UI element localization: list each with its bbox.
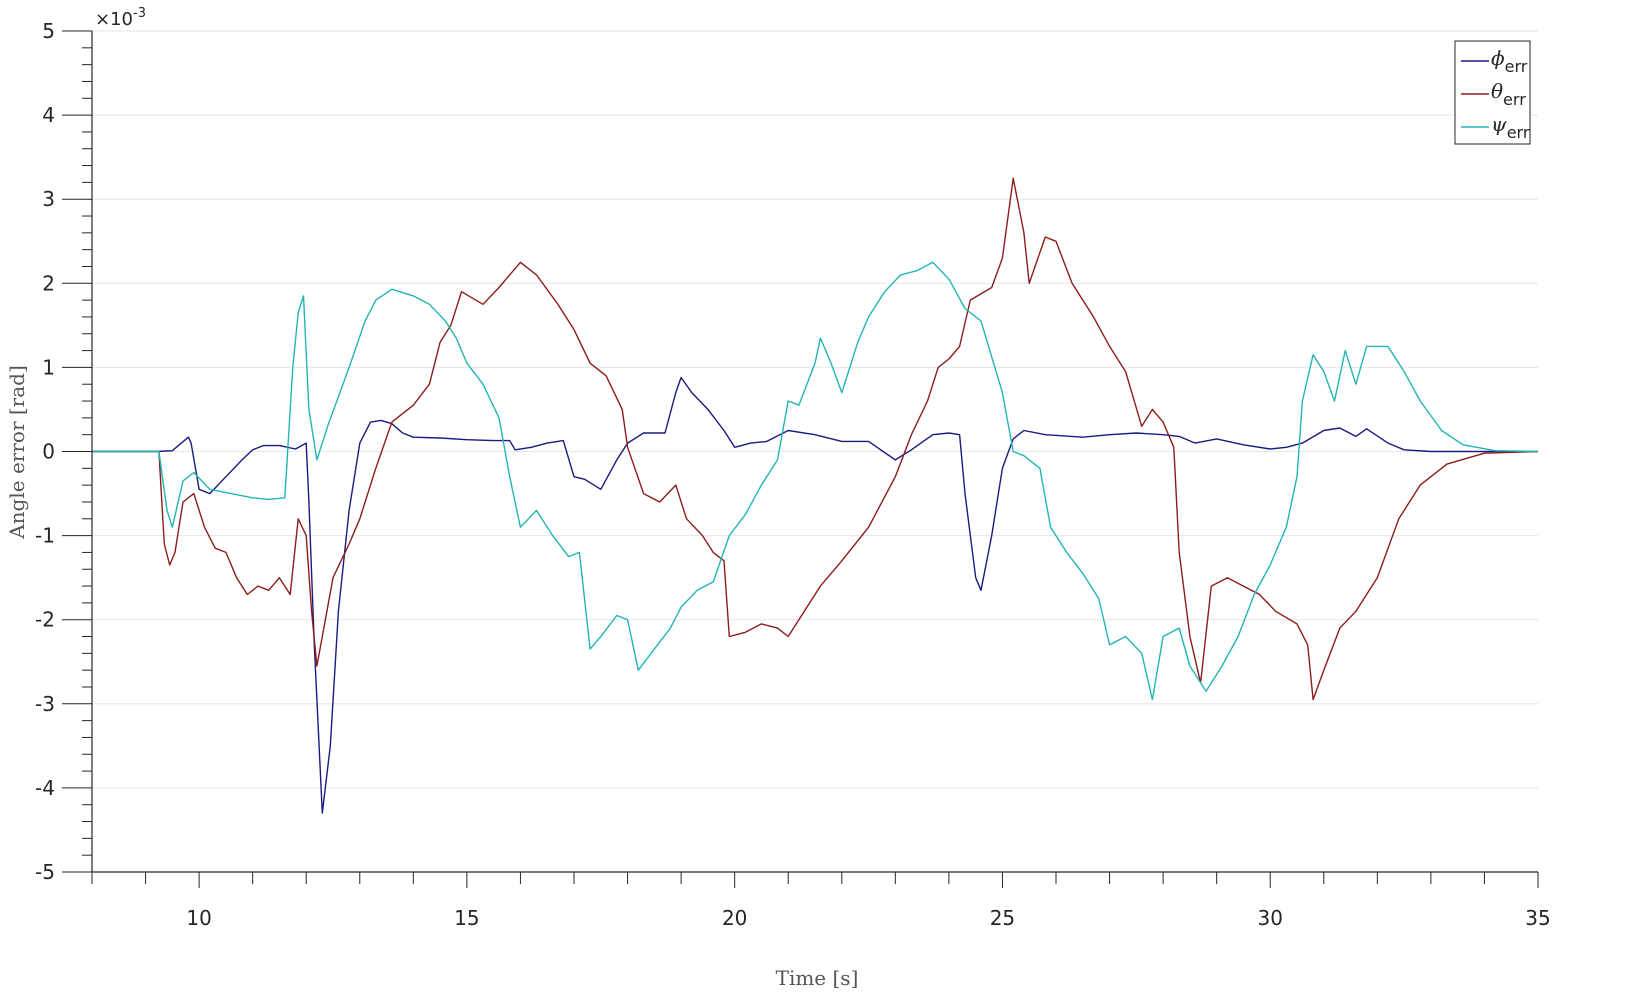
y-exponent-label: ×10-3 <box>95 6 146 30</box>
gridlines <box>92 30 1538 873</box>
x-axis-label: Time [s] <box>776 966 859 990</box>
series-line-3 <box>92 261 1539 701</box>
y-tick-label: 3 <box>42 187 55 211</box>
y-tick-label: 1 <box>42 355 55 379</box>
y-tick-label: -4 <box>35 776 55 800</box>
x-tick-label: 10 <box>186 906 211 930</box>
y-tick-label: 2 <box>42 271 55 295</box>
series-line-1 <box>92 376 1538 814</box>
x-tick-label: 30 <box>1257 906 1282 930</box>
x-tick-label: 20 <box>722 906 747 930</box>
y-tick-label: 5 <box>42 19 55 43</box>
x-tick-label: 15 <box>454 906 479 930</box>
x-tick-label: 25 <box>990 906 1015 930</box>
x-tick-label: 35 <box>1525 906 1550 930</box>
legend-entry: ψerr <box>1491 112 1530 142</box>
series-line-2 <box>92 177 1539 701</box>
ticks: -5 -4 -3 -2 -1 0 1 2 3 4 5 10 15 20 25 30 35 <box>35 19 1551 930</box>
series-lines <box>92 177 1539 814</box>
legend-entry: ϕerr <box>1491 46 1528 76</box>
legend-entry: θerr <box>1491 79 1526 109</box>
y-tick-label: -5 <box>35 860 55 884</box>
y-tick-label: -3 <box>35 692 55 716</box>
y-tick-label: -2 <box>35 608 55 632</box>
y-tick-label: 4 <box>42 103 55 127</box>
y-axis-label: Angle error [rad] <box>5 365 29 540</box>
y-tick-label: -1 <box>35 524 55 548</box>
y-tick-label: 0 <box>42 440 55 464</box>
